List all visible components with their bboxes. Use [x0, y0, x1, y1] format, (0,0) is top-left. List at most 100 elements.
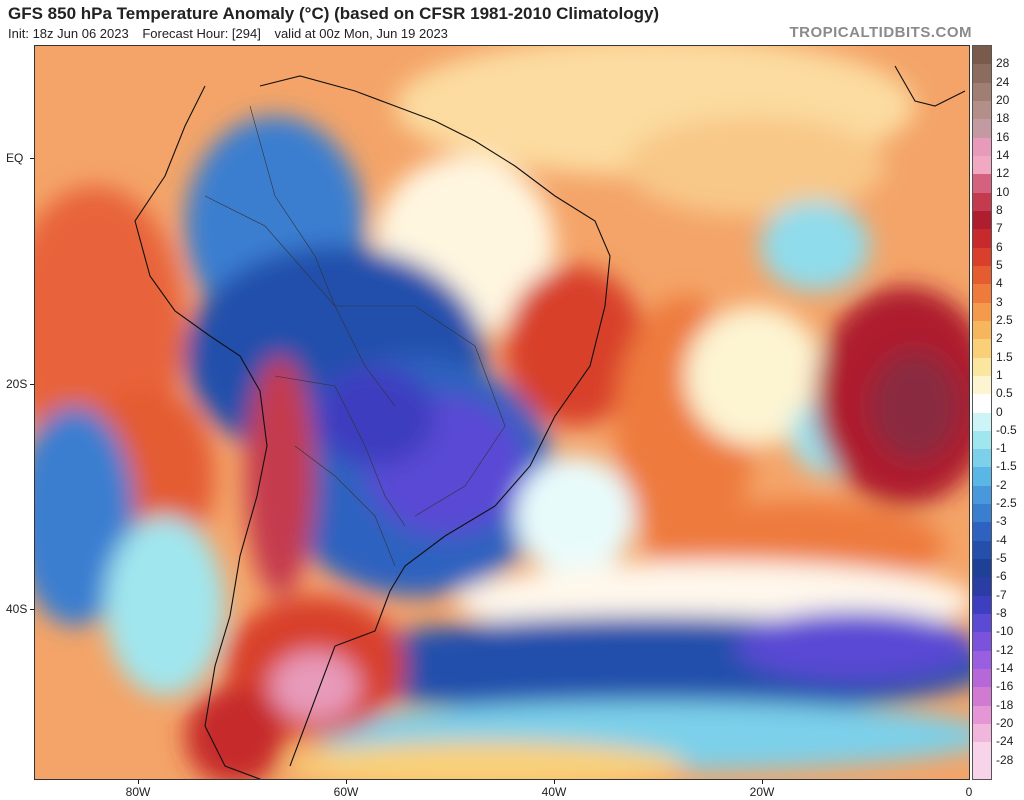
- colorbar-cell: [973, 614, 991, 633]
- colorbar-level-label: 2: [996, 331, 1003, 346]
- colorbar-cell: [973, 705, 991, 725]
- colorbar-level-label: 3: [996, 294, 1003, 309]
- colorbar-cell: [973, 485, 991, 505]
- colorbar-level-label: -24: [996, 734, 1014, 749]
- colorbar-cell: [973, 302, 991, 322]
- colorbar-level-label: 0: [996, 404, 1003, 419]
- country-borders: [204, 105, 506, 567]
- colorbar-level-label: -28: [996, 752, 1014, 767]
- colorbar-cell: [973, 46, 991, 65]
- colorbar-level-label: -20: [996, 716, 1014, 731]
- lat-label-20s: 20S: [6, 377, 28, 391]
- colorbar-level-label: 7: [996, 221, 1003, 236]
- colorbar-cell: [973, 687, 991, 707]
- lon-tick: [346, 780, 347, 784]
- colorbar-cell: [973, 760, 991, 780]
- lat-label-40s: 40S: [6, 602, 28, 616]
- colorbar: [972, 45, 992, 780]
- lon-label-20w: 20W: [749, 785, 775, 799]
- colorbar-cell: [973, 394, 991, 413]
- colorbar-cell: [973, 559, 991, 578]
- colorbar-level-label: 0.5: [996, 386, 1013, 401]
- lon-tick: [762, 780, 763, 784]
- colorbar-cell: [973, 540, 991, 560]
- lon-label-80w: 80W: [125, 785, 151, 799]
- colorbar-cell: [973, 229, 991, 249]
- lat-tick: [30, 384, 34, 385]
- colorbar-level-label: 12: [996, 166, 1010, 181]
- colorbar-cell: [973, 449, 991, 468]
- colorbar-cell: [973, 192, 991, 212]
- colorbar-cell: [973, 375, 991, 395]
- colorbar-level-label: 16: [996, 129, 1010, 144]
- colorbar-level-label: 10: [996, 184, 1010, 199]
- colorbar-level-label: -12: [996, 642, 1014, 657]
- colorbar-level-label: -2: [996, 477, 1007, 492]
- colorbar-cell: [973, 357, 991, 377]
- colorbar-cell: [973, 412, 991, 432]
- map-subtitle: Init: 18z Jun 06 2023 Forecast Hour: [29…: [8, 26, 458, 41]
- colorbar-cell: [973, 64, 991, 84]
- colorbar-level-label: 20: [996, 92, 1010, 107]
- lat-tick: [30, 158, 34, 159]
- colorbar-cell: [973, 339, 991, 358]
- anomaly-map[interactable]: [34, 45, 970, 780]
- colorbar-cell: [973, 467, 991, 487]
- brand-watermark: TROPICALTIDBITS.COM: [789, 24, 972, 41]
- colorbar-level-label: -5: [996, 551, 1007, 566]
- colorbar-cell: [973, 724, 991, 743]
- colorbar-level-label: 24: [996, 74, 1010, 89]
- colorbar-level-label: 4: [996, 276, 1003, 291]
- colorbar-level-label: -16: [996, 679, 1014, 694]
- colorbar-cell: [973, 247, 991, 267]
- colorbar-level-label: -6: [996, 569, 1007, 584]
- colorbar-cell: [973, 174, 991, 194]
- colorbar-level-label: -0.5: [996, 422, 1017, 437]
- lat-tick: [30, 609, 34, 610]
- colorbar-cell: [973, 430, 991, 450]
- colorbar-cell: [973, 595, 991, 615]
- colorbar-level-label: 14: [996, 147, 1010, 162]
- colorbar-level-label: 28: [996, 56, 1010, 71]
- colorbar-cell: [973, 522, 991, 542]
- colorbar-level-label: 5: [996, 257, 1003, 272]
- colorbar-cell: [973, 320, 991, 340]
- colorbar-cell: [973, 137, 991, 157]
- colorbar-cell: [973, 155, 991, 175]
- forecast-hour: Forecast Hour: [294]: [142, 26, 261, 41]
- colorbar-level-label: 1: [996, 367, 1003, 382]
- colorbar-level-label: -1.5: [996, 459, 1017, 474]
- colorbar-level-label: 1.5: [996, 349, 1013, 364]
- init-time: Init: 18z Jun 06 2023: [8, 26, 129, 41]
- colorbar-cell: [973, 632, 991, 652]
- colorbar-level-label: -4: [996, 532, 1007, 547]
- colorbar-level-label: -8: [996, 606, 1007, 621]
- colorbar-level-label: 8: [996, 202, 1003, 217]
- colorbar-cell: [973, 210, 991, 230]
- lat-label-eq: EQ: [6, 151, 24, 165]
- colorbar-cell: [973, 100, 991, 120]
- colorbar-level-label: -7: [996, 587, 1007, 602]
- colorbar-cell: [973, 650, 991, 670]
- colorbar-cell: [973, 577, 991, 597]
- lon-label-0: 0: [965, 785, 973, 799]
- colorbar-cell: [973, 669, 991, 688]
- colorbar-level-label: -14: [996, 661, 1014, 676]
- lon-label-40w: 40W: [541, 785, 567, 799]
- colorbar-level-label: -2.5: [996, 496, 1017, 511]
- colorbar-cell: [973, 284, 991, 304]
- map-canvas: [35, 46, 969, 779]
- valid-time: valid at 00z Mon, Jun 19 2023: [274, 26, 448, 41]
- colorbar-level-label: 6: [996, 239, 1003, 254]
- colorbar-cell: [973, 504, 991, 523]
- coastlines: [134, 65, 966, 779]
- colorbar-cell: [973, 742, 991, 762]
- colorbar-level-label: -18: [996, 697, 1014, 712]
- colorbar-level-label: -10: [996, 624, 1014, 639]
- lon-tick: [138, 780, 139, 784]
- colorbar-level-label: 2.5: [996, 312, 1013, 327]
- colorbar-level-label: -1: [996, 441, 1007, 456]
- lon-label-60w: 60W: [333, 785, 359, 799]
- colorbar-cell: [973, 119, 991, 139]
- map-title: GFS 850 hPa Temperature Anomaly (°C) (ba…: [8, 4, 660, 23]
